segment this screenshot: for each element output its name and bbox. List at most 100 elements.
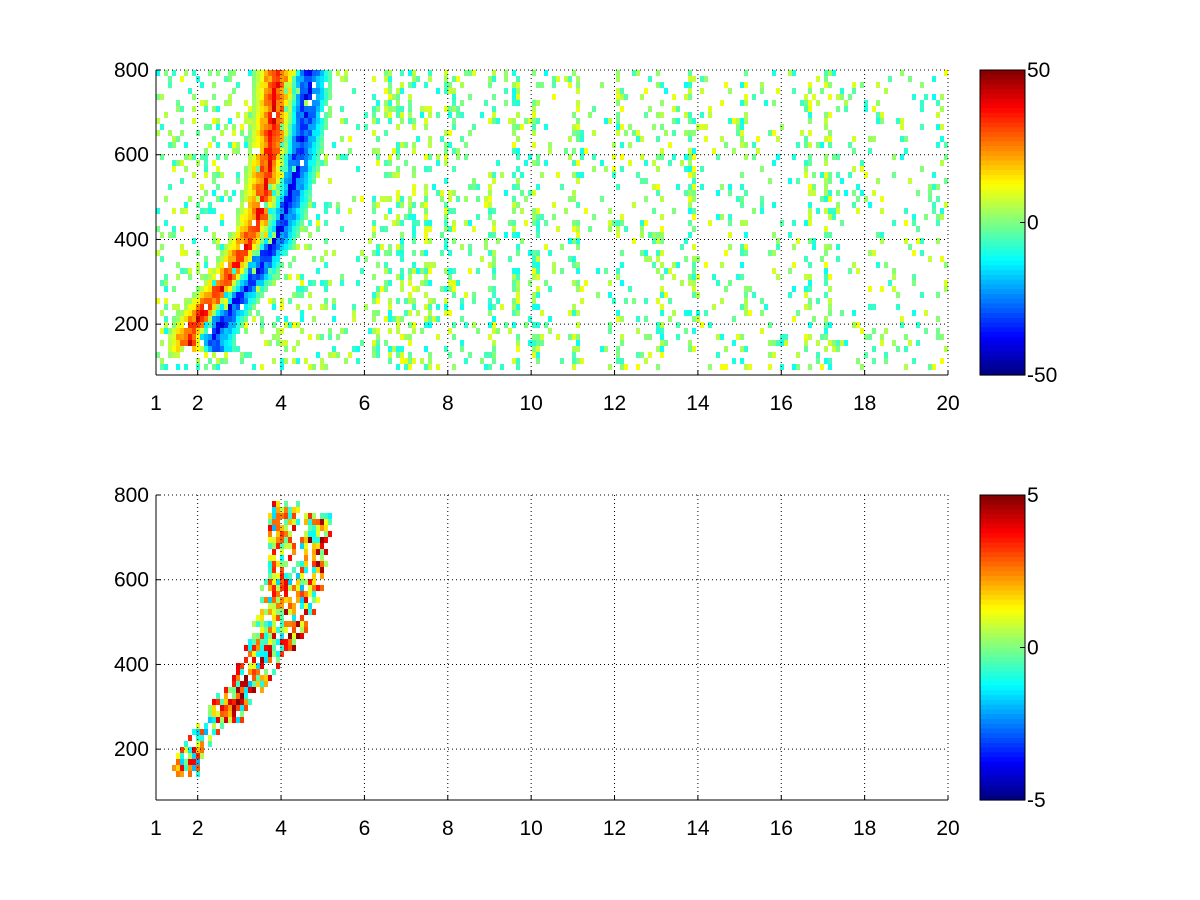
heatmap-cell <box>172 232 176 238</box>
colorbar-swatch <box>980 628 1025 634</box>
heatmap-cell <box>272 214 276 220</box>
heatmap-cell <box>192 765 196 771</box>
heatmap-cell <box>240 669 244 675</box>
heatmap-cell <box>308 292 312 298</box>
heatmap-cell <box>536 232 540 238</box>
heatmap-cell <box>808 298 812 304</box>
heatmap-cell <box>428 142 432 148</box>
heatmap-cell <box>532 112 536 118</box>
heatmap-cell <box>160 310 164 316</box>
colorbar-tick-label: -50 <box>1027 364 1057 387</box>
heatmap-cell <box>264 681 268 687</box>
heatmap-cell <box>408 268 412 274</box>
heatmap-cell <box>516 76 520 82</box>
heatmap-cell <box>204 292 208 298</box>
heatmap-cell <box>396 166 400 172</box>
heatmap-cell <box>576 334 580 340</box>
heatmap-cell <box>236 178 240 184</box>
heatmap-cell <box>264 627 268 633</box>
heatmap-cell <box>252 286 256 292</box>
heatmap-cell <box>220 322 224 328</box>
heatmap-cell <box>576 238 580 244</box>
heatmap-cell <box>240 232 244 238</box>
heatmap-cell <box>904 208 908 214</box>
heatmap-cell <box>400 202 404 208</box>
heatmap-cell <box>272 268 276 274</box>
heatmap-cell <box>324 561 328 567</box>
heatmap-cell <box>260 220 264 226</box>
heatmap-cell <box>608 280 612 286</box>
heatmap-cell <box>272 615 276 621</box>
heatmap-cell <box>204 274 208 280</box>
heatmap-cell <box>632 238 636 244</box>
heatmap-cell <box>276 106 280 112</box>
heatmap-cell <box>428 316 432 322</box>
heatmap-cell <box>396 190 400 196</box>
heatmap-cell <box>376 148 380 154</box>
heatmap-cell <box>560 268 564 274</box>
heatmap-cell <box>300 76 304 82</box>
heatmap-cell <box>644 316 648 322</box>
heatmap-cell <box>300 573 304 579</box>
heatmap-cell <box>240 238 244 244</box>
heatmap-cell <box>396 202 400 208</box>
heatmap-cell <box>804 136 808 142</box>
heatmap-cell <box>448 106 452 112</box>
heatmap-cell <box>324 112 328 118</box>
heatmap-cell <box>512 100 516 106</box>
heatmap-cell <box>412 322 416 328</box>
heatmap-cell <box>532 100 536 106</box>
heatmap-cell <box>280 298 284 304</box>
x-tick-label: 10 <box>519 392 542 415</box>
heatmap-cell <box>172 334 176 340</box>
heatmap-cell <box>460 340 464 346</box>
heatmap-cell <box>256 268 260 274</box>
heatmap-cell <box>224 244 228 250</box>
heatmap-cell <box>384 100 388 106</box>
heatmap-cell <box>272 274 276 280</box>
heatmap-cell <box>176 160 180 166</box>
heatmap-cell <box>744 250 748 256</box>
heatmap-cell <box>220 705 224 711</box>
heatmap-cell <box>532 346 536 352</box>
heatmap-cell <box>912 250 916 256</box>
heatmap-cell <box>172 765 176 771</box>
heatmap-cell <box>268 100 272 106</box>
heatmap-cell <box>312 106 316 112</box>
heatmap-cell <box>412 202 416 208</box>
heatmap-cell <box>304 196 308 202</box>
heatmap-cell <box>792 220 796 226</box>
heatmap-cell <box>204 322 208 328</box>
heatmap-cell <box>184 298 188 304</box>
heatmap-cell <box>576 220 580 226</box>
heatmap-cell <box>280 148 284 154</box>
heatmap-cell <box>192 298 196 304</box>
heatmap-cell <box>496 328 500 334</box>
heatmap-cell <box>296 154 300 160</box>
heatmap-cell <box>264 184 268 190</box>
heatmap-cell <box>244 100 248 106</box>
heatmap-cell <box>544 280 548 286</box>
heatmap-cell <box>260 615 264 621</box>
heatmap-cell <box>300 190 304 196</box>
heatmap-cell <box>172 208 176 214</box>
heatmap-cell <box>936 238 940 244</box>
heatmap-cell <box>284 316 288 322</box>
heatmap-cell <box>740 334 744 340</box>
heatmap-cell <box>276 615 280 621</box>
heatmap-cell <box>220 699 224 705</box>
heatmap-cell <box>284 112 288 118</box>
heatmap-cell <box>676 184 680 190</box>
heatmap-cell <box>312 537 316 543</box>
heatmap-cell <box>268 142 272 148</box>
heatmap-cell <box>408 70 412 76</box>
heatmap-cell <box>312 142 316 148</box>
heatmap-cell <box>232 286 236 292</box>
heatmap-cell <box>308 537 312 543</box>
heatmap-cell <box>628 142 632 148</box>
heatmap-cell <box>324 124 328 130</box>
heatmap-cell <box>244 352 248 358</box>
heatmap-cell <box>180 226 184 232</box>
heatmap-cell <box>296 172 300 178</box>
heatmap-cell <box>264 106 268 112</box>
